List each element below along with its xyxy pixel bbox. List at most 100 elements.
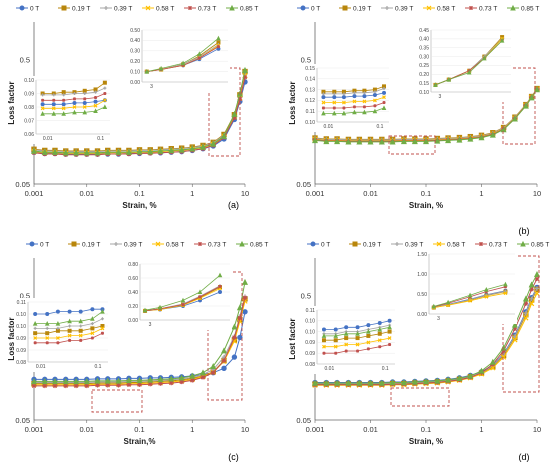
data-point	[179, 379, 184, 385]
legend-label: 0.58 T	[166, 242, 184, 249]
x-axis-label: Strain, %	[409, 437, 443, 446]
inset-data-point	[157, 304, 163, 310]
x-tick-label: 0.1	[421, 189, 431, 198]
legend-label: 0.39 T	[395, 6, 413, 13]
data-point	[522, 295, 529, 302]
inset-y-tick-label: 0.15	[419, 81, 429, 87]
inset-y-tick-label: 0.09	[16, 336, 26, 342]
inset-data-point	[41, 98, 45, 102]
inset-data-point	[61, 111, 66, 116]
legend: 0 T 0.19 T 0.39 T 0.58 T 0.73 T 0.85 T	[26, 240, 268, 249]
legend-marker	[510, 4, 516, 11]
inset-data-point	[366, 347, 370, 351]
data-point	[378, 379, 385, 386]
inset-data-point	[503, 285, 507, 289]
data-point	[125, 377, 132, 384]
inset-data-point	[197, 289, 203, 294]
data-point	[411, 138, 418, 145]
inset-data-point	[100, 317, 104, 321]
data-point	[534, 276, 540, 282]
inset-data-point	[321, 95, 326, 100]
inset-data-point	[355, 336, 360, 341]
inset-data-point	[343, 331, 349, 336]
data-point	[534, 290, 540, 296]
data-point	[200, 375, 206, 380]
inset-series-0-85-T	[431, 281, 508, 309]
inset-data-point	[352, 91, 356, 95]
data-point	[232, 115, 237, 121]
inset-y-tick-label: 0.10	[24, 78, 34, 84]
inset-data-point	[72, 92, 76, 95]
inset-y-tick-label: 0.40	[130, 38, 140, 44]
legend-marker	[155, 241, 161, 247]
data-point	[178, 146, 185, 153]
inset-data-point	[344, 325, 349, 330]
inset-y-tick-label: 0.20	[419, 72, 429, 78]
inset-data-point	[82, 109, 88, 115]
inset-y-tick-label: 0.00	[128, 318, 138, 324]
inset-data-point	[45, 331, 50, 336]
inset-data-point	[197, 51, 202, 56]
inset-y-tick-label: 0.11	[306, 308, 316, 314]
inset-y-tick-label: 0.09	[305, 340, 315, 346]
x-tick-label: 0.001	[25, 189, 44, 198]
inset-y-tick-label: 0.00	[417, 312, 427, 318]
inset-y-tick-label: 0.45	[419, 28, 429, 34]
inset-data-point	[342, 92, 346, 96]
x-axis-label: Strain, %	[122, 201, 156, 210]
x-tick-label: 1	[479, 189, 483, 198]
inset-data-point	[218, 284, 222, 288]
legend-label: 0.19 T	[82, 242, 100, 249]
inset-low-strain: 0.11 0.10 0.10 0.09 0.09 0.08 0.01 0.1	[303, 306, 397, 374]
inset-background	[303, 64, 391, 132]
data-point	[41, 148, 48, 155]
legend-marker	[342, 5, 348, 11]
data-point	[30, 147, 38, 154]
inset-x-tick-label: 0.1	[94, 364, 101, 370]
inset-data-point	[68, 324, 72, 328]
data-point	[242, 75, 248, 80]
inset-y-tick-label: 0.40	[128, 290, 138, 296]
inset-data-point	[61, 106, 66, 111]
inset-data-point	[445, 299, 451, 305]
inset-data-point	[341, 110, 347, 116]
inset-y-tick-label: 0.09	[16, 348, 26, 354]
inset-data-point	[387, 336, 392, 341]
inset-data-point	[373, 90, 377, 94]
inset-y-tick-label: 0.08	[16, 360, 26, 366]
legend-label: 0 T	[40, 242, 49, 249]
inset-data-point	[103, 91, 107, 96]
series-line	[34, 311, 246, 380]
zoom-box-low-strain	[390, 387, 450, 407]
data-point	[523, 301, 529, 306]
data-point	[178, 374, 185, 381]
y-tick-label: 0.05	[15, 180, 30, 189]
data-point	[422, 138, 430, 145]
legend-marker	[239, 240, 245, 247]
data-point	[434, 137, 441, 144]
data-point	[467, 372, 474, 379]
inset-background	[22, 76, 112, 144]
data-point	[237, 315, 243, 321]
data-point	[95, 383, 100, 388]
inset-data-point	[82, 100, 87, 105]
inset-data-point	[344, 349, 348, 353]
data-point	[62, 149, 69, 156]
inset-data-point	[158, 65, 164, 71]
legend-marker	[188, 6, 192, 10]
data-point	[490, 365, 496, 371]
inset-data-point	[93, 95, 98, 100]
inset-y-tick-label: 0.80	[128, 262, 138, 268]
inset-data-point	[431, 303, 437, 309]
legend-marker	[426, 5, 432, 11]
inset-data-point	[333, 333, 339, 338]
x-tick-label: 10	[533, 425, 541, 434]
inset-data-point	[90, 316, 95, 321]
y-tick-label: 0.5	[20, 55, 30, 64]
x-tick-label: 0.01	[79, 425, 94, 434]
inset-data-point	[55, 336, 60, 340]
inset-data-point	[352, 109, 357, 115]
inset-data-point	[484, 290, 488, 294]
data-point	[533, 270, 541, 277]
data-point	[126, 382, 132, 387]
